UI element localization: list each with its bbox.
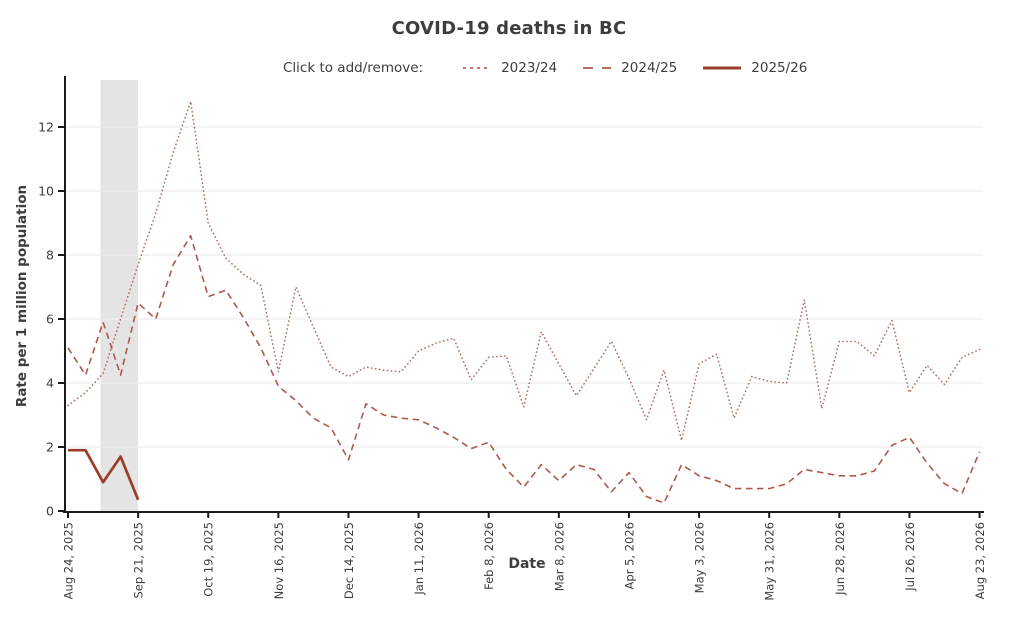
y-tick-label: 0 (46, 504, 54, 519)
y-tick-label: 8 (46, 248, 54, 263)
x-tick-label: Jan 11, 2026 (412, 522, 426, 596)
series-line-2024-25 (67, 235, 981, 504)
x-tick-label: Mar 8, 2026 (552, 522, 566, 591)
legend-item-2024-25[interactable]: 2024/25 (581, 60, 677, 76)
legend-swatch-dotted-line-icon (463, 67, 492, 69)
series-line-2025-26 (68, 448, 140, 501)
legend-swatch-dashed-line-icon (583, 67, 612, 69)
x-tick-label: Aug 24, 2025 (62, 522, 76, 599)
x-tick-label: Sep 21, 2025 (132, 522, 146, 599)
x-tick-label: May 3, 2026 (693, 522, 707, 593)
x-tick-label: May 31, 2026 (763, 522, 777, 601)
legend-item-label: 2024/25 (621, 60, 678, 76)
chart-title: COVID-19 deaths in BC (391, 18, 627, 39)
recent-data-highlight-band (100, 80, 139, 512)
legend-item-label: 2025/26 (751, 60, 808, 76)
legend-prompt: Click to add/remove: (283, 60, 424, 76)
legend-swatch-solid-line-icon (703, 66, 742, 70)
x-tick-label: Dec 14, 2025 (342, 522, 356, 599)
y-tick-label: 6 (46, 312, 54, 327)
legend: Click to add/remove: 2023/24 2024/25 2025/… (283, 60, 807, 76)
x-axis-title: Date (508, 556, 545, 572)
y-tick-label: 12 (38, 120, 54, 135)
y-axis-title: Rate per 1 million population (14, 185, 30, 407)
legend-items: 2023/24 2024/25 2025/26 (461, 60, 807, 76)
y-tick-label: 10 (38, 184, 54, 199)
x-tick-label: Nov 16, 2025 (272, 522, 286, 599)
y-tick-label: 2 (46, 440, 54, 455)
x-tick-label: Feb 8, 2026 (482, 522, 496, 590)
series-line-2023-24 (67, 100, 981, 442)
x-tick-label: Aug 23, 2026 (973, 522, 987, 599)
x-tick-label: Jun 28, 2026 (833, 522, 847, 596)
legend-item-2023-24[interactable]: 2023/24 (461, 60, 557, 76)
legend-item-label: 2023/24 (501, 60, 558, 76)
x-tick-label: Apr 5, 2026 (622, 522, 636, 589)
y-tick-label: 4 (46, 376, 54, 391)
x-tick-label: Oct 19, 2025 (202, 522, 216, 597)
x-tick-label: Jul 26, 2026 (903, 522, 917, 592)
legend-item-2025-26[interactable]: 2025/26 (701, 60, 807, 76)
